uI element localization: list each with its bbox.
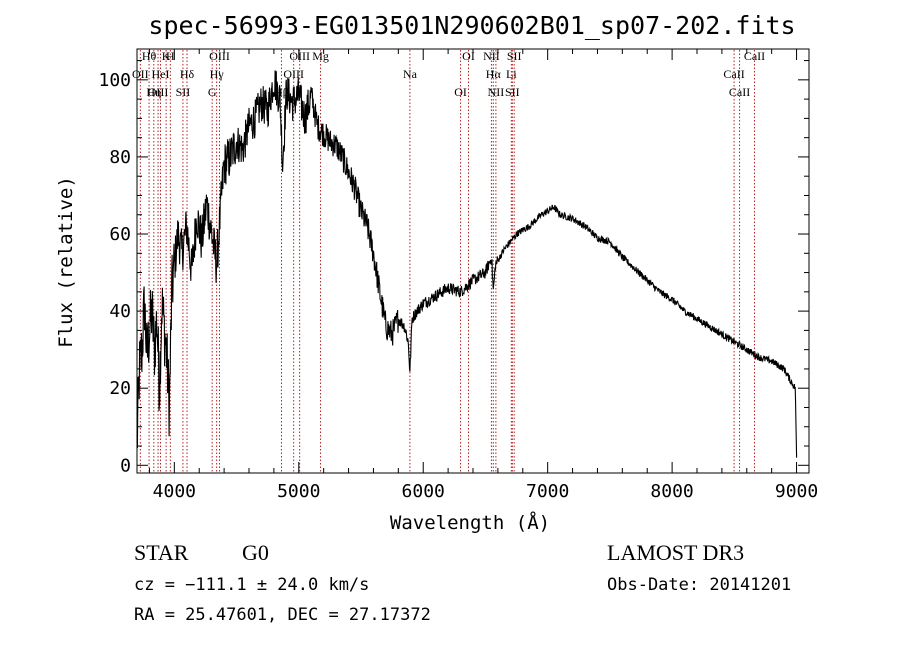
x-axis: 4000 5000 6000 7000 8000 9000 <box>148 49 818 502</box>
object-subclass: G0 <box>242 540 269 565</box>
survey-name: LAMOST DR3 <box>607 540 744 565</box>
obs-date: Obs-Date: 20141201 <box>607 575 791 595</box>
line-marker-label: NII <box>488 85 505 99</box>
line-marker-label: Na <box>403 67 418 81</box>
y-axis: 0 20 40 60 80 100 <box>98 60 809 476</box>
flux-series-line <box>136 70 798 458</box>
line-marker-label: HeI <box>152 67 170 81</box>
y-tick-label: 80 <box>109 147 131 168</box>
line-marker-label: OIII <box>289 49 310 63</box>
line-marker-label: SII <box>176 85 191 99</box>
y-tick-label: 0 <box>120 455 131 476</box>
x-tick-label: 6000 <box>402 481 445 502</box>
marker-labels: HθOIIOIIIKHeIHηHHδSIIOIIIHγGOIIIOIIIHβMg… <box>132 49 765 99</box>
line-marker-label: Hγ <box>210 67 225 81</box>
line-marker-label: CaII <box>744 49 765 63</box>
line-marker-label: OI <box>462 49 475 63</box>
line-marker-label: Hθ <box>142 49 157 63</box>
object-class: STAR <box>134 540 189 565</box>
ra-dec-coords: RA = 25.47601, DEC = 27.17372 <box>134 605 431 625</box>
redshift-cz: cz = −111.1 ± 24.0 km/s <box>134 575 369 595</box>
x-tick-label: 9000 <box>775 481 818 502</box>
line-marker-label: SII <box>505 85 520 99</box>
line-marker-label: NII <box>483 49 500 63</box>
line-marker-label: Mg <box>312 49 329 63</box>
x-tick-label: 7000 <box>526 481 569 502</box>
line-marker-label: OIII <box>148 85 169 99</box>
line-marker-label: CaII <box>723 67 744 81</box>
plot-frame <box>136 48 810 474</box>
line-marker-label: OII <box>132 67 149 81</box>
y-tick-label: 40 <box>109 301 131 322</box>
x-tick-label: 5000 <box>277 481 320 502</box>
y-tick-label: 20 <box>109 378 131 399</box>
line-marker-label: H <box>166 49 175 63</box>
line-marker-label: G <box>208 85 217 99</box>
x-tick-label: 8000 <box>650 481 693 502</box>
x-axis-label: Wavelength (Å) <box>390 511 550 534</box>
line-marker-label: Hα <box>486 67 502 81</box>
line-marker-label: K <box>162 49 171 63</box>
line-marker-label: Li <box>506 67 517 81</box>
x-tick-label: 4000 <box>153 481 196 502</box>
line-markers <box>139 50 755 472</box>
y-axis-label: Flux (relative) <box>55 176 77 348</box>
line-marker-label: SII <box>507 49 522 63</box>
line-marker-label: OIII <box>283 67 304 81</box>
line-marker-label: OIII <box>209 49 230 63</box>
line-marker-label: Hδ <box>180 67 195 81</box>
line-marker-label: Hη <box>146 85 161 99</box>
line-marker-label: OI <box>454 85 467 99</box>
y-tick-label: 60 <box>109 224 131 245</box>
line-marker-label: CaII <box>729 85 750 99</box>
chart-title: spec-56993-EG013501N290602B01_sp07-202.f… <box>148 11 795 40</box>
y-tick-label: 100 <box>98 70 131 91</box>
